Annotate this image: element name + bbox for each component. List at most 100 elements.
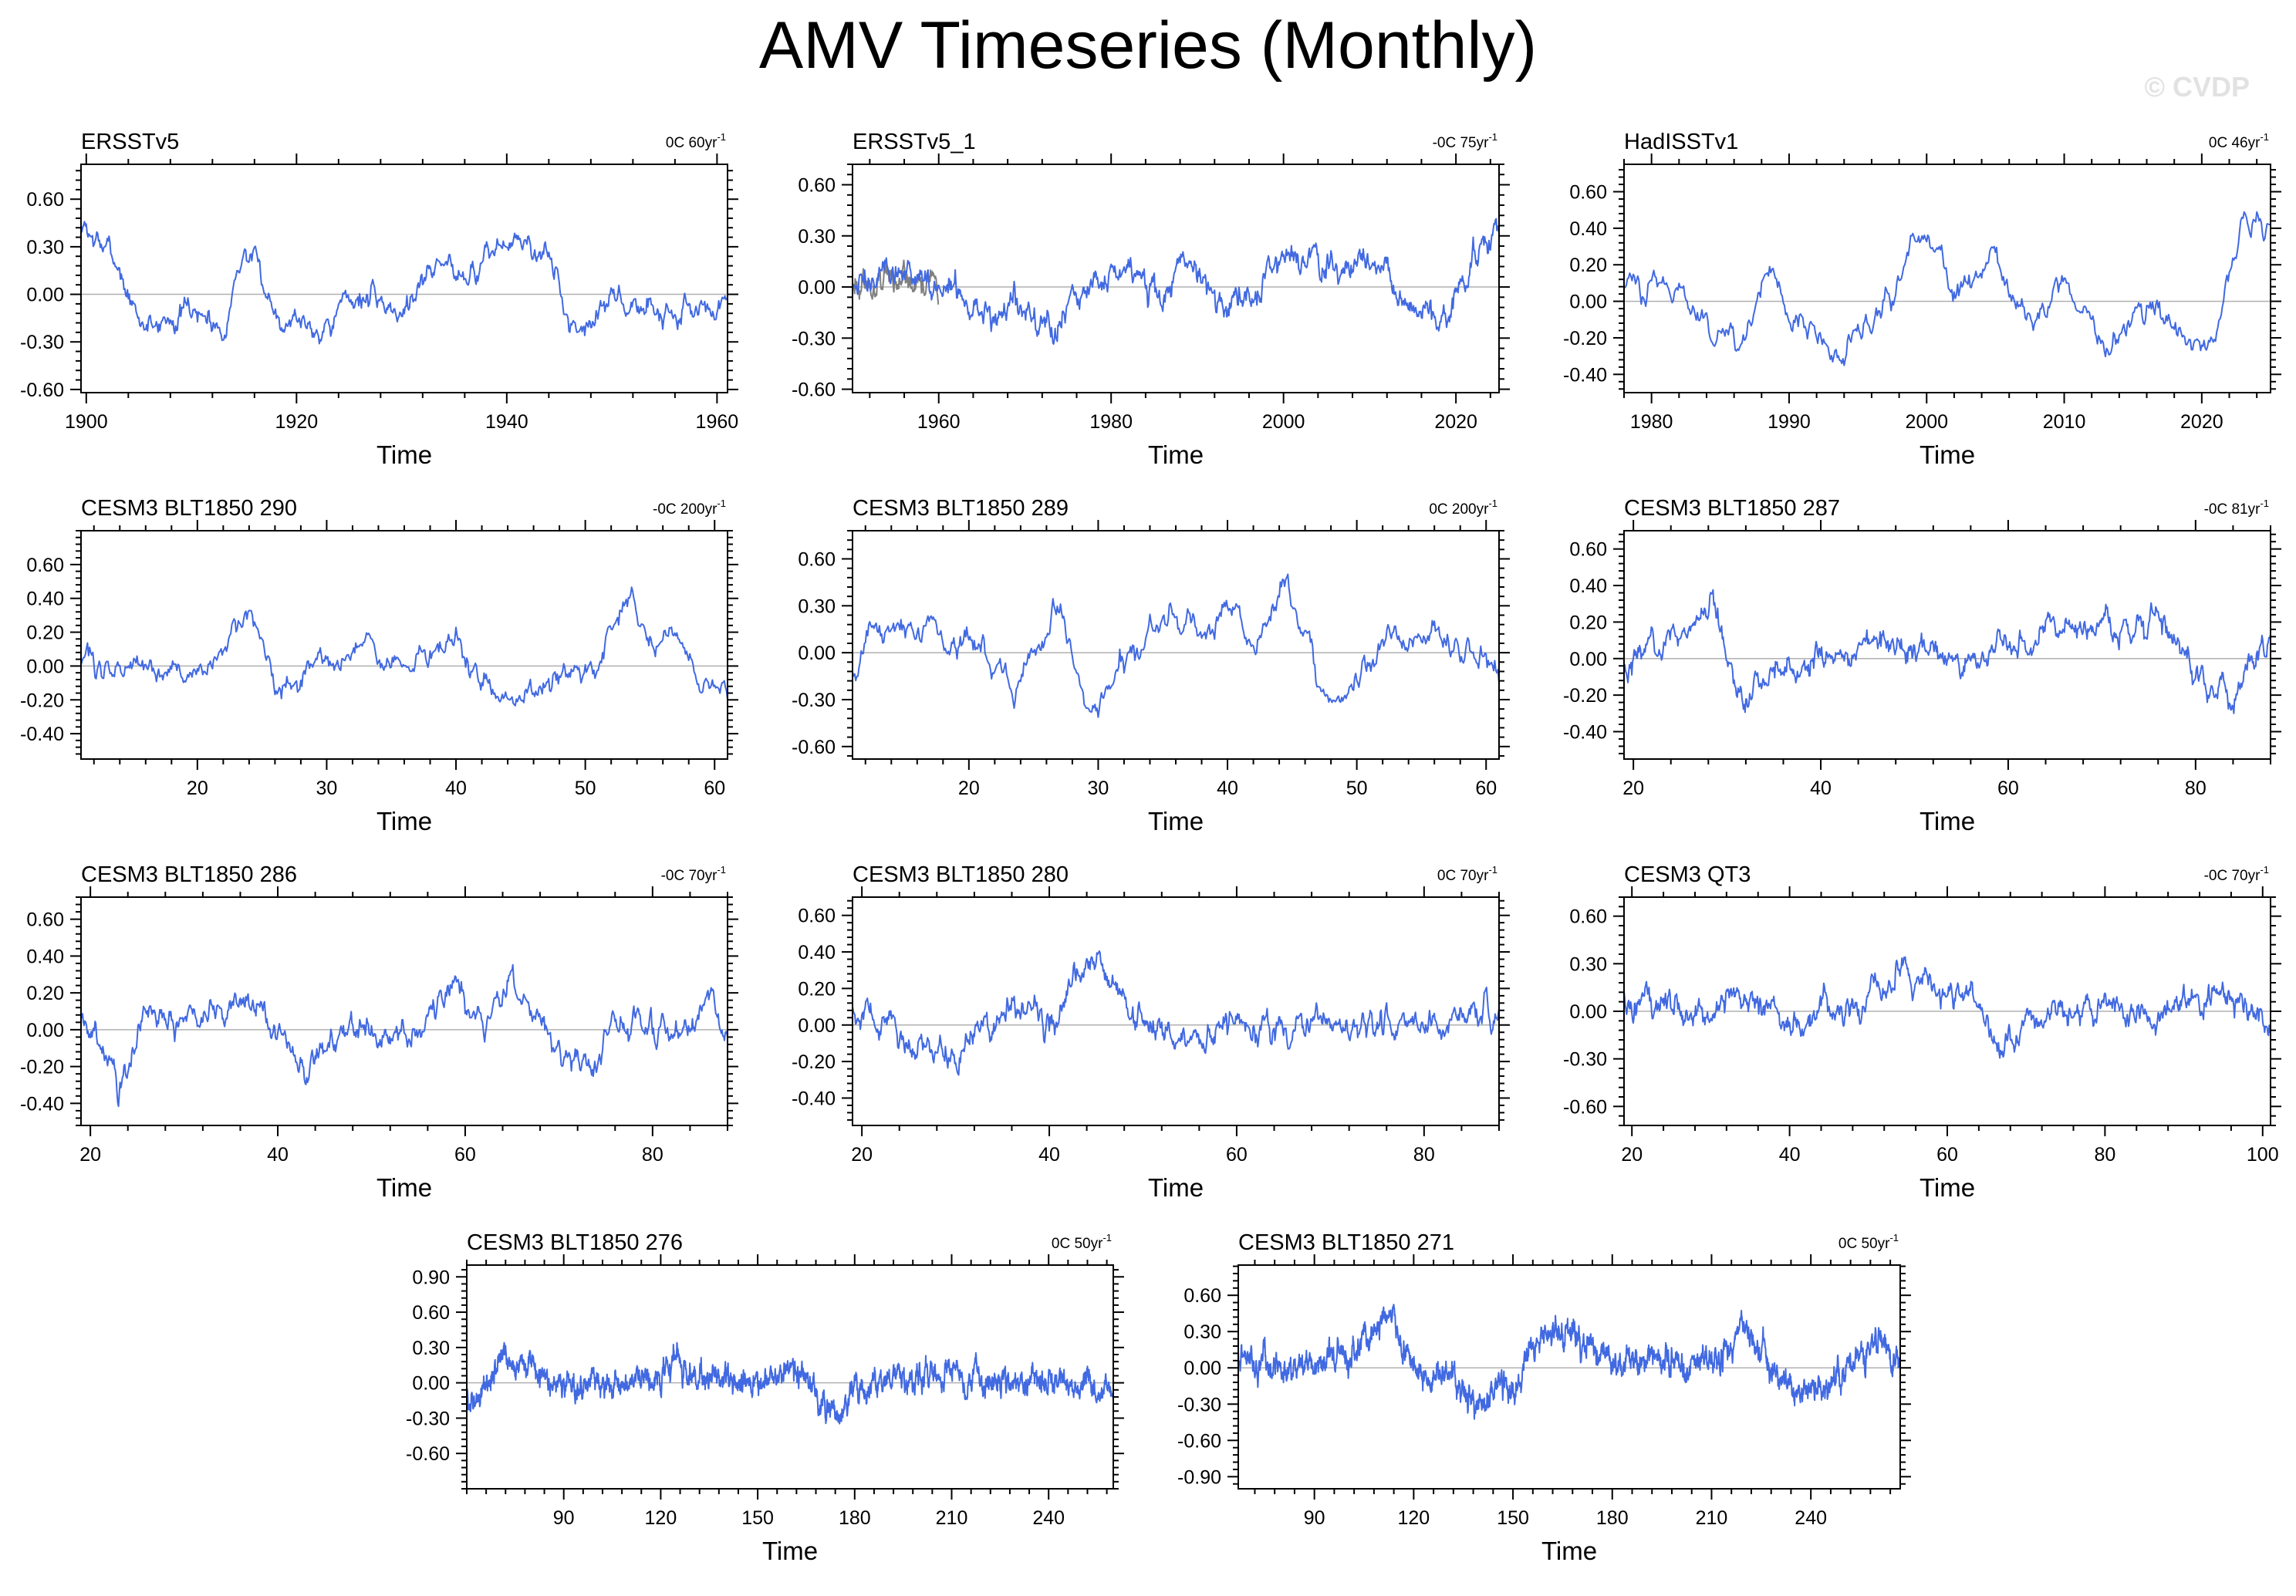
x-axis-label: Time [1148,807,1204,835]
y-tick-label: 0.60 [798,175,836,197]
y-tick-label: -0.90 [1177,1466,1221,1488]
x-tick-label: 240 [1032,1507,1065,1529]
x-tick-label: 240 [1795,1507,1827,1529]
trend-label: -0C 70yr-1 [661,864,726,884]
trend-label: -0C 75yr-1 [1433,131,1497,151]
plot-frame [1623,164,2271,393]
trend-label: -0C 200yr-1 [653,498,726,518]
panel-title: HadISSTv1 [1624,130,1738,154]
y-tick-label: 0.30 [798,226,836,248]
x-tick-label: 120 [645,1507,677,1529]
y-tick-label: 0.60 [26,909,64,931]
trend-label: -0C 70yr-1 [2204,864,2269,884]
x-tick-label: 40 [1217,778,1238,799]
figure-title: AMV Timeseries (Monthly) [758,8,1538,83]
x-tick-label: 40 [267,1144,289,1166]
x-tick-label: 180 [1596,1507,1629,1529]
y-tick-label: 0.40 [798,942,836,963]
overlay-series-line [853,259,940,305]
trend-label: 0C 50yr-1 [1052,1232,1112,1252]
trend-label: 0C 200yr-1 [1429,498,1497,518]
y-tick-label: 0.20 [1569,612,1607,633]
x-tick-label: 60 [704,778,725,799]
x-axis-label: Time [1148,440,1204,469]
panel-5: -0.60 -0.30 0.00 0.30 0.60 20 30 40 50 60 Time CESM… [792,496,1510,835]
x-tick-label: 1940 [485,411,528,433]
panel-1: -0.60 -0.30 0.00 0.30 0.60 1900 1920 1940 1960 Ti… [20,130,738,469]
y-tick-label: -0.40 [20,1093,64,1115]
y-tick-label: 0.40 [26,589,64,610]
y-tick-label: 0.40 [1569,575,1607,597]
x-tick-label: 2020 [2180,411,2223,433]
y-tick-label: 0.60 [26,189,64,211]
y-tick-label: -0.30 [1177,1394,1221,1415]
y-tick-label: -0.30 [792,328,836,349]
y-tick-label: -0.30 [1563,1049,1607,1071]
y-tick-label: 0.00 [1183,1358,1221,1379]
x-tick-label: 40 [445,778,467,799]
x-tick-label: 2020 [1434,411,1477,433]
watermark: © CVDP [2144,71,2250,103]
plot-frame [80,896,728,1126]
x-axis-label: Time [1920,807,1975,835]
y-tick-label: 0.40 [1569,218,1607,240]
y-tick-label: 0.20 [798,978,836,1000]
series-line [853,218,1499,345]
y-tick-label: -0.20 [1563,685,1607,707]
y-tick-label: 0.30 [26,237,64,258]
x-tick-label: 60 [1475,778,1497,799]
x-tick-label: 20 [1621,1144,1643,1166]
series-line [1624,956,2271,1059]
y-tick-label: -0.30 [20,332,64,353]
trend-label: 0C 46yr-1 [2209,131,2269,151]
y-tick-label: 0.30 [1183,1321,1221,1343]
x-axis-label: Time [376,807,432,835]
plot-frame [852,164,1500,393]
y-tick-label: -0.60 [1177,1430,1221,1452]
x-tick-label: 210 [936,1507,968,1529]
panel-8: -0.40 -0.20 0.00 0.20 0.40 0.60 20 40 60 80 Time CE… [792,862,1510,1202]
series-line [1238,1304,1900,1420]
x-tick-label: 1980 [1089,411,1133,433]
panel-6: -0.40 -0.20 0.00 0.20 0.40 0.60 20 40 60 80 Time CE… [1563,496,2281,835]
y-tick-label: 0.60 [798,906,836,927]
y-tick-label: 0.60 [26,555,64,576]
x-tick-label: 1960 [917,411,961,433]
y-tick-label: 0.00 [412,1373,450,1395]
x-tick-label: 210 [1696,1507,1728,1529]
x-tick-label: 90 [553,1507,575,1529]
x-tick-label: 120 [1398,1507,1430,1529]
y-tick-label: 0.60 [1183,1285,1221,1307]
panel-7: -0.40 -0.20 0.00 0.20 0.40 0.60 20 40 60 80 Time CE… [20,862,738,1202]
x-tick-label: 20 [187,778,208,799]
x-tick-label: 60 [1997,778,2019,799]
panel-11: -0.90 -0.60 -0.30 0.00 0.30 0.60 90 120 150 180 21… [1177,1230,1911,1565]
y-tick-label: 0.00 [26,1020,64,1041]
x-tick-label: 20 [79,1144,101,1166]
trend-label: -0C 81yr-1 [2204,498,2269,518]
x-tick-label: 1960 [696,411,739,433]
y-tick-label: 0.00 [1569,1001,1607,1023]
x-axis-label: Time [1920,440,1975,469]
panel-9: -0.60 -0.30 0.00 0.30 0.60 20 40 60 80 100 Time CES… [1563,862,2281,1202]
y-tick-label: -0.40 [792,1088,836,1109]
y-tick-label: 0.60 [798,548,836,570]
panel-title: CESM3 QT3 [1624,862,1751,887]
series-line [467,1341,1113,1425]
y-tick-label: 0.20 [1569,255,1607,276]
y-tick-label: -0.60 [406,1443,450,1465]
x-axis-label: Time [376,440,432,469]
panel-title: CESM3 BLT1850 286 [81,862,297,887]
x-tick-label: 20 [1622,778,1644,799]
x-tick-label: 1900 [65,411,108,433]
series-line [81,586,728,707]
y-tick-label: 0.00 [26,656,64,677]
panel-title: ERSSTv5 [81,130,179,154]
x-axis-label: Time [762,1537,818,1565]
panel-title: CESM3 BLT1850 276 [467,1230,683,1255]
y-tick-label: -0.20 [20,690,64,711]
x-tick-label: 150 [741,1507,774,1529]
plot-frame [1237,1264,1901,1490]
series-line [1624,211,2271,366]
